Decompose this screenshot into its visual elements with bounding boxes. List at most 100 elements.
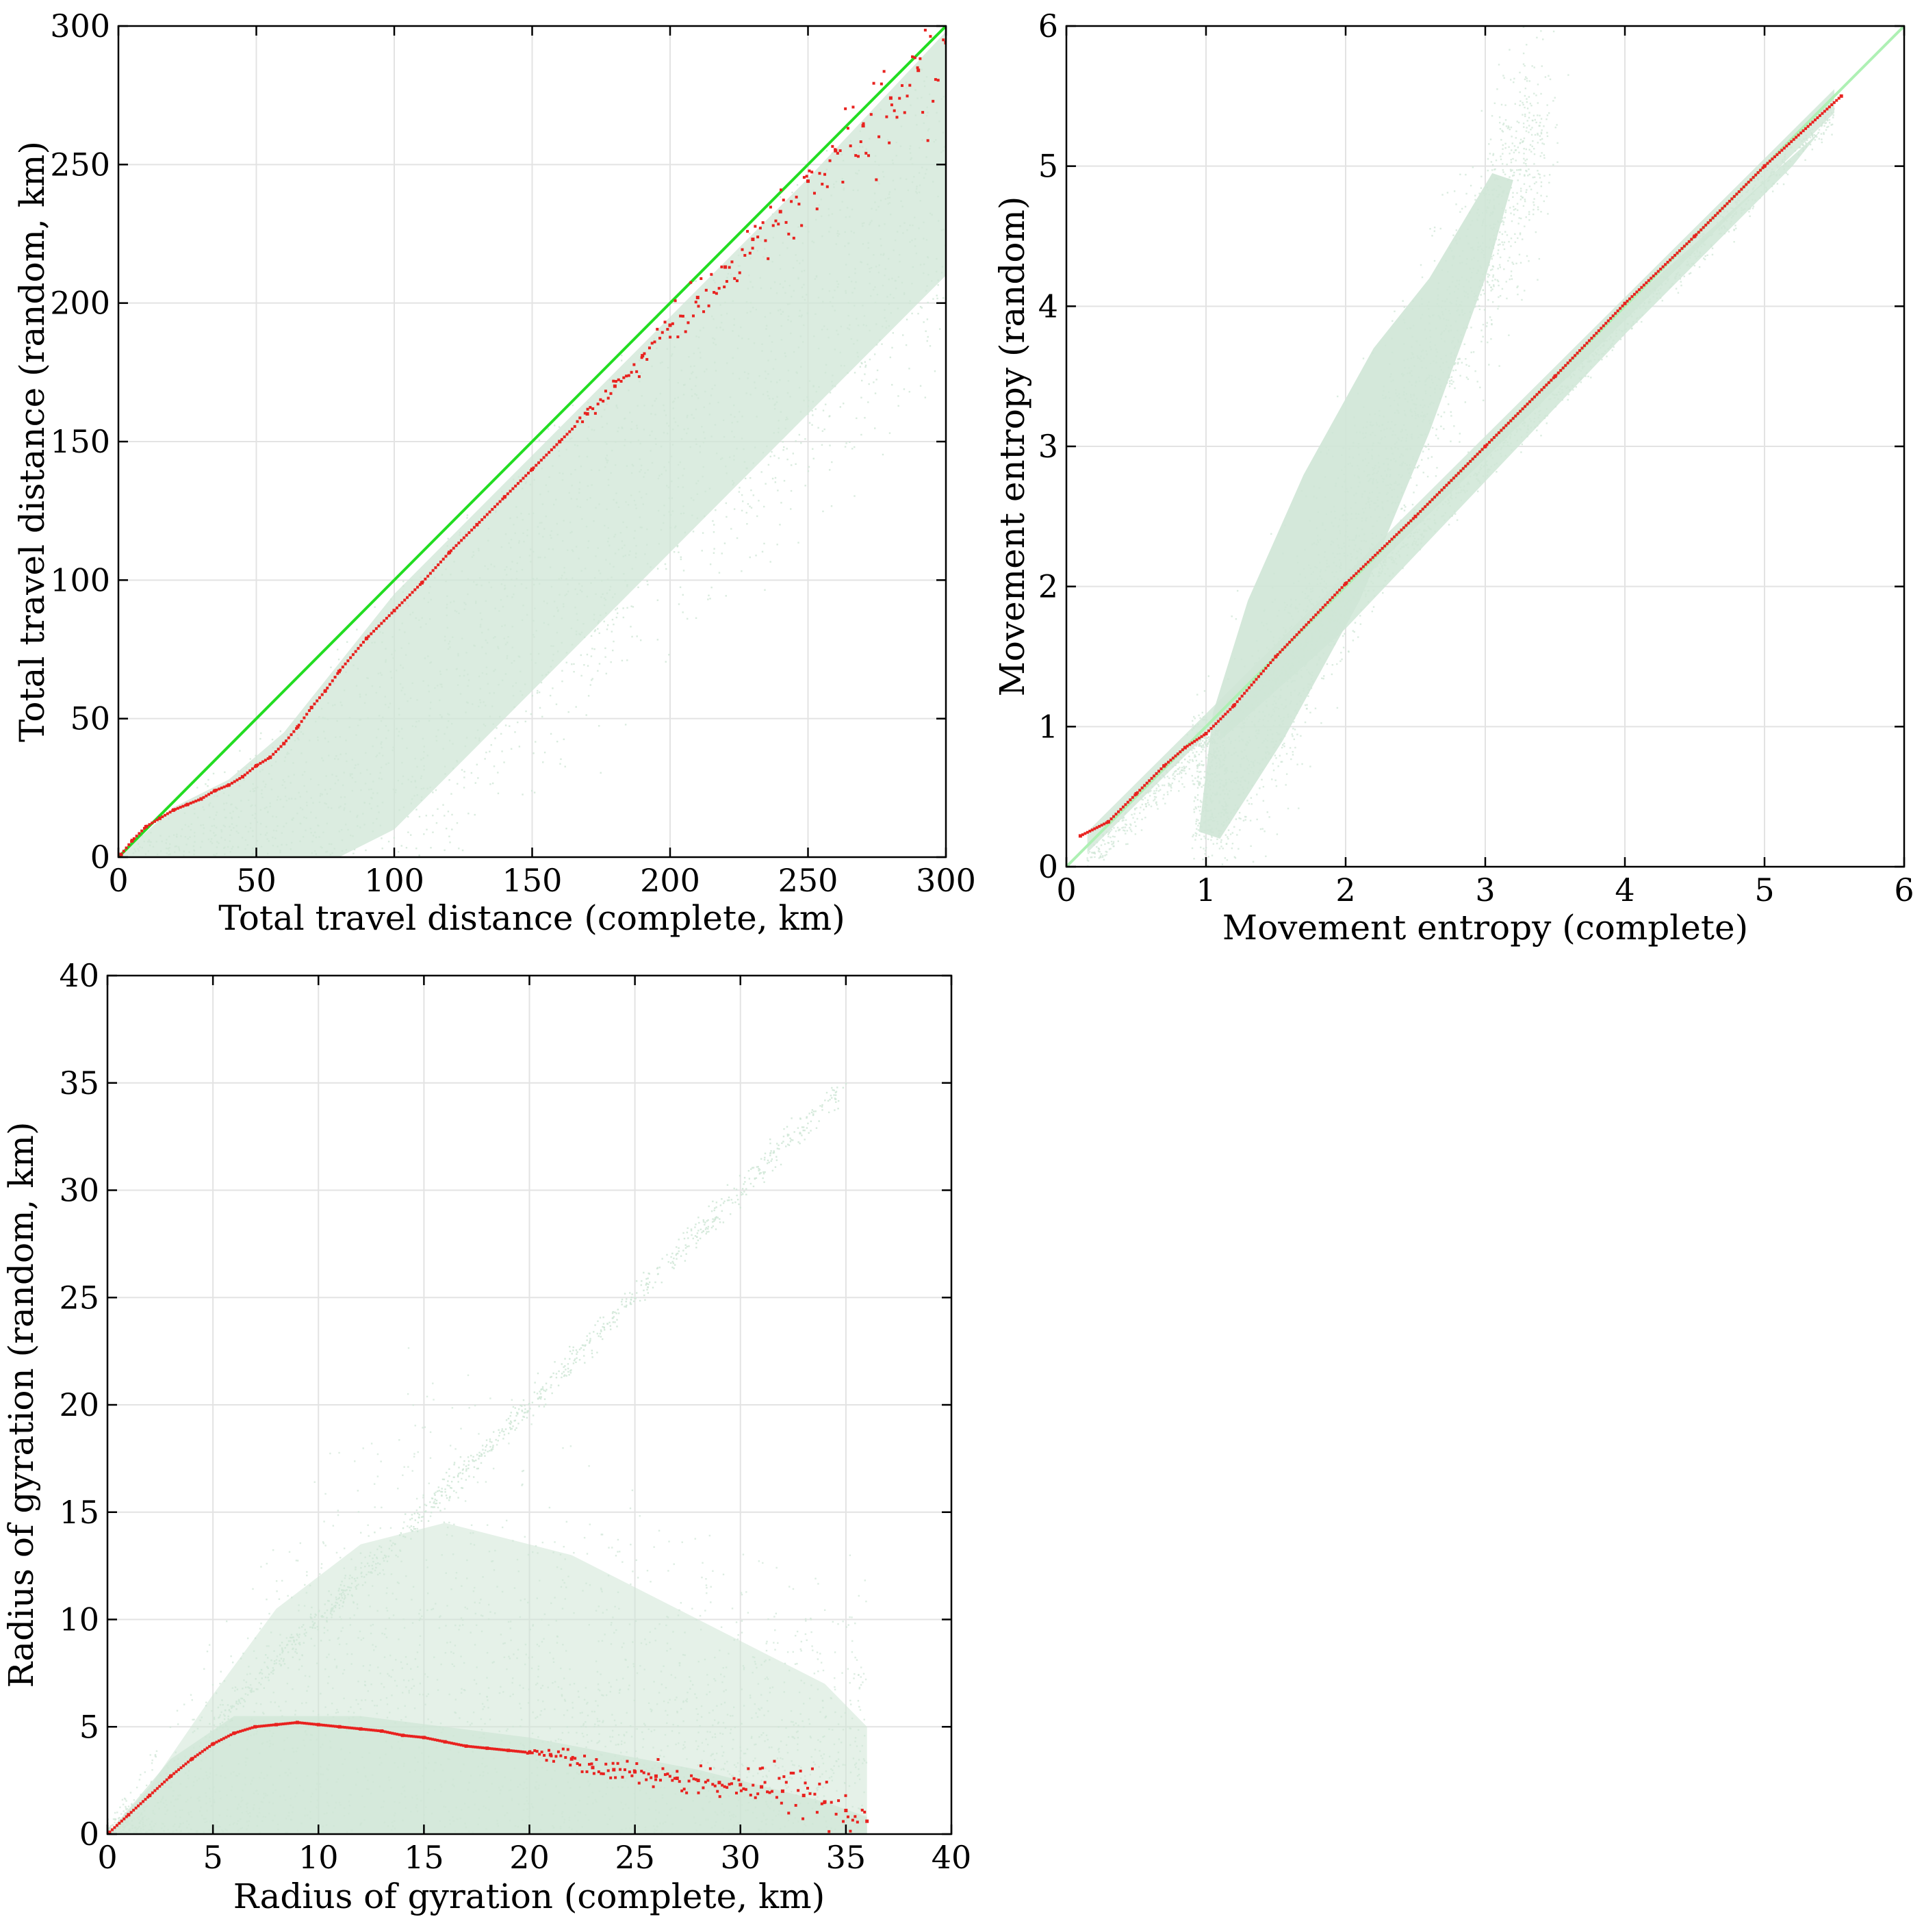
user-point [1429,336,1432,338]
user-point [1457,297,1459,299]
user-point [1225,767,1227,770]
user-point [1391,489,1393,492]
user-point [849,441,851,444]
user-point [1289,631,1291,633]
user-point [292,762,294,764]
user-point [1420,434,1423,436]
user-point [1490,227,1492,229]
user-point [1372,352,1374,354]
user-point [611,631,613,633]
user-point [1519,188,1522,190]
user-point [575,706,577,708]
user-point [538,533,540,535]
user-point [1309,673,1311,676]
user-point [1253,772,1255,774]
user-point [1514,208,1517,210]
user-point [634,504,637,506]
user-point [298,791,300,794]
user-point [367,717,369,720]
user-point [1413,512,1415,515]
user-point [1352,597,1355,599]
user-point [1313,542,1316,544]
user-point [1259,718,1261,720]
user-point [1268,753,1270,755]
user-point [1593,359,1596,361]
user-point [1234,739,1237,741]
user-point [860,379,863,382]
user-point [1261,688,1264,691]
average-point [457,542,461,545]
user-point [1437,298,1439,301]
user-point [1222,848,1224,850]
user-point [245,767,248,769]
user-point [389,670,392,673]
user-point [1496,220,1499,223]
average-point [782,199,785,202]
user-point [1270,741,1272,743]
user-point [725,595,727,597]
user-point [1498,239,1500,241]
user-point [1459,358,1461,360]
user-point [535,662,537,664]
user-point [579,506,582,508]
user-point [1474,300,1476,302]
user-point [755,308,758,311]
user-point [1490,269,1492,271]
user-density-band-lower [1220,131,1821,741]
user-point [1418,380,1421,382]
user-point [479,687,481,690]
average-point [331,679,334,683]
user-point [283,760,286,762]
user-point [414,780,416,783]
user-point [513,479,515,481]
average-point [821,182,824,186]
user-point [663,505,665,507]
user-point [1262,785,1265,788]
user-point [626,584,628,586]
user-point [1454,345,1457,348]
user-point [1333,587,1335,589]
user-point [250,822,252,824]
user-point [1285,698,1287,701]
user-point [603,597,606,600]
user-point [1363,490,1366,492]
user-point [574,588,576,590]
user-point [593,429,595,431]
user-point [1491,213,1493,215]
average-point [694,301,697,304]
user-point [888,325,890,327]
user-point [1228,822,1231,824]
average-point [808,169,811,173]
user-point [673,401,675,403]
average-point [828,159,832,162]
user-point [1363,470,1365,472]
user-point [1454,285,1457,288]
user-point [1307,683,1309,685]
user-point [699,445,702,448]
user-point [1535,181,1537,183]
user-point [1429,395,1432,397]
average-point [751,246,754,250]
user-point [739,377,741,380]
user-point [1401,372,1404,374]
user-point [569,531,572,534]
user-point [780,339,783,341]
user-point [1331,609,1333,611]
user-point [504,587,506,589]
user-point [1402,424,1405,427]
average-point [679,314,682,318]
user-point [1219,783,1222,785]
user-point [302,836,305,838]
user-point [1396,552,1398,555]
user-point [854,268,856,270]
user-point [578,488,580,490]
user-point [1271,691,1273,694]
user-point [335,755,337,757]
user-point [660,446,663,448]
user-point [749,556,751,559]
user-point [926,318,929,320]
user-point [1424,392,1427,394]
user-point [1381,500,1383,503]
user-point [1299,700,1301,702]
user-point [792,453,795,455]
